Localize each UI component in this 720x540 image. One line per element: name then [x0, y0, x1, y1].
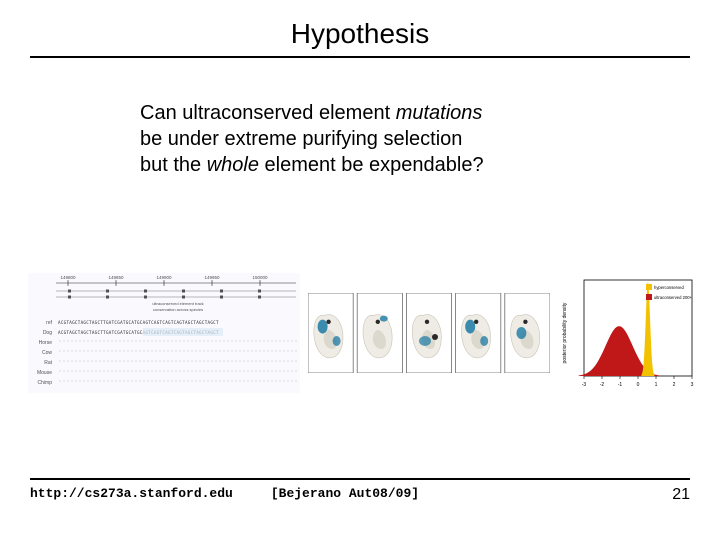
svg-text:-1: -1	[618, 382, 623, 388]
density-plot-figure: -3 -2 -1 0 1 2 3 posterior probability density h…	[558, 274, 696, 392]
svg-text:posterior probability density: posterior probability density	[562, 302, 568, 363]
svg-text:149900: 149900	[156, 275, 172, 280]
svg-text:ultraconserved 200+: ultraconserved 200+	[654, 295, 693, 300]
svg-text:Rat: Rat	[44, 360, 52, 366]
svg-text:3: 3	[691, 382, 694, 388]
text-italic: mutations	[396, 102, 483, 124]
svg-text:-2: -2	[600, 382, 605, 388]
text-italic: whole	[207, 154, 259, 176]
svg-text:Horse: Horse	[39, 340, 53, 346]
body-line-3: but the whole element be expendable?	[140, 152, 720, 178]
text: element be expendable?	[259, 154, 484, 176]
body-text: Can ultraconserved element mutations be …	[140, 100, 720, 178]
svg-text:1: 1	[655, 382, 658, 388]
svg-text:ACGTAGCTAGCTAGCTTGATCGATGCATGC: ACGTAGCTAGCTAGCTTGATCGATGCATGCAGTCAGTCAG…	[58, 320, 219, 325]
svg-text:Dog: Dog	[43, 330, 52, 336]
svg-text:Mouse: Mouse	[37, 370, 52, 376]
svg-text:149800: 149800	[60, 275, 76, 280]
embryo-panel-figure	[308, 293, 550, 373]
svg-text:149950: 149950	[204, 275, 220, 280]
svg-text:2: 2	[673, 382, 676, 388]
text: but the	[140, 154, 207, 176]
svg-text:ultraconserved element track: ultraconserved element track	[152, 301, 203, 306]
svg-text:150000: 150000	[252, 275, 268, 280]
svg-text:149850: 149850	[108, 275, 124, 280]
genome-browser-figure: 149800 149850 149900 149950 150000 ultraconse…	[28, 273, 300, 393]
svg-text:0: 0	[637, 382, 640, 388]
slide: Hypothesis Can ultraconserved element mu…	[0, 0, 720, 540]
text: Can ultraconserved element	[140, 102, 396, 124]
svg-text:Chimp: Chimp	[38, 380, 53, 386]
slide-title: Hypothesis	[0, 0, 720, 50]
svg-text:hyperconserved: hyperconserved	[654, 285, 684, 290]
footer: http://cs273a.stanford.edu [Bejerano Aut…	[30, 478, 690, 504]
footer-citation: [Bejerano Aut08/09]	[271, 486, 419, 504]
title-rule	[30, 56, 690, 58]
svg-text:-3: -3	[582, 382, 587, 388]
body-line-1: Can ultraconserved element mutations	[140, 100, 720, 126]
svg-text:ref: ref	[46, 320, 52, 326]
footer-url: http://cs273a.stanford.edu	[30, 486, 233, 504]
svg-text:Cow: Cow	[42, 350, 52, 356]
svg-text:conservation across species: conservation across species	[153, 307, 203, 312]
figure-row: 149800 149850 149900 149950 150000 ultraconse…	[28, 268, 696, 398]
body-line-2: be under extreme purifying selection	[140, 126, 720, 152]
footer-page-number: 21	[672, 486, 690, 504]
